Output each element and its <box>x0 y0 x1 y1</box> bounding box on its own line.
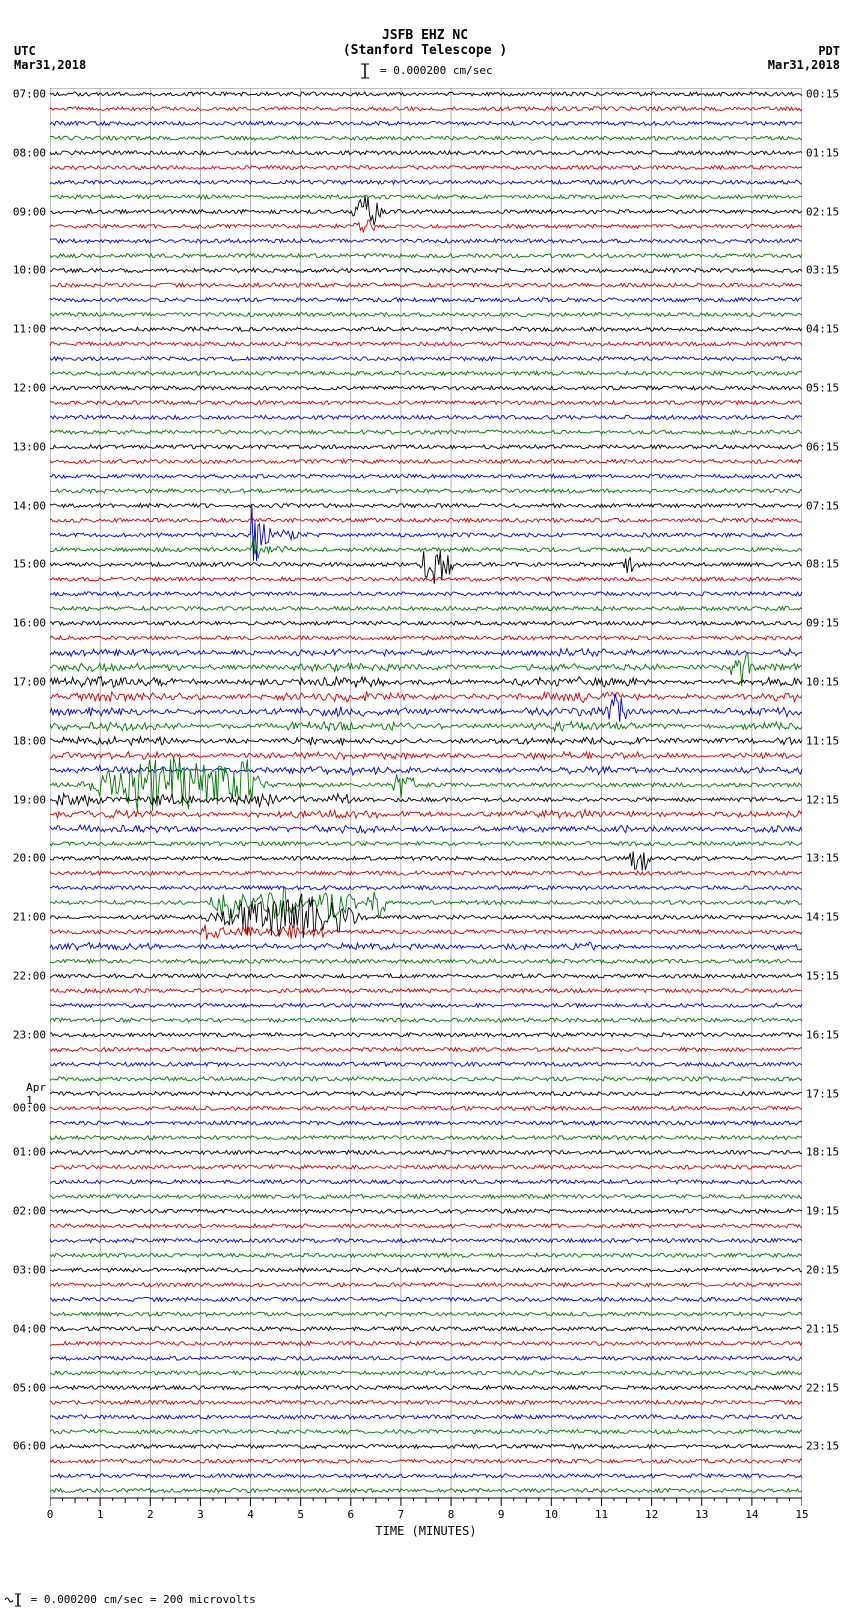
plot-traces <box>50 88 802 1558</box>
utc-time-label: 00:00 <box>13 1102 46 1115</box>
tz-right-label: PDT <box>818 44 840 58</box>
pdt-time-label: 01:15 <box>806 146 839 159</box>
pdt-time-label: 06:15 <box>806 440 839 453</box>
x-tick-label: 6 <box>347 1508 354 1521</box>
scale-indicator: = 0.000200 cm/sec <box>0 58 850 84</box>
station-title: JSFB EHZ NC <box>0 0 850 43</box>
pdt-time-label: 19:15 <box>806 1205 839 1218</box>
utc-time-label: 08:00 <box>13 146 46 159</box>
x-tick-label: 7 <box>398 1508 405 1521</box>
pdt-time-label: 21:15 <box>806 1322 839 1335</box>
utc-time-label: 02:00 <box>13 1205 46 1218</box>
footer-text: = 0.000200 cm/sec = 200 microvolts <box>31 1593 256 1606</box>
pdt-time-label: 11:15 <box>806 734 839 747</box>
x-tick-label: 10 <box>545 1508 558 1521</box>
pdt-time-label: 03:15 <box>806 264 839 277</box>
x-tick-label: 1 <box>97 1508 104 1521</box>
x-tick-label: 13 <box>695 1508 708 1521</box>
utc-time-label: 16:00 <box>13 617 46 630</box>
utc-time-label: 10:00 <box>13 264 46 277</box>
pdt-time-label: 15:15 <box>806 970 839 983</box>
utc-time-label: 12:00 <box>13 382 46 395</box>
x-tick-label: 8 <box>448 1508 455 1521</box>
utc-time-label: 19:00 <box>13 793 46 806</box>
utc-time-label: 20:00 <box>13 852 46 865</box>
pdt-time-label: 02:15 <box>806 205 839 218</box>
x-tick-label: 5 <box>297 1508 304 1521</box>
utc-time-label: 05:00 <box>13 1381 46 1394</box>
x-tick-label: 11 <box>595 1508 608 1521</box>
pdt-time-label: 09:15 <box>806 617 839 630</box>
x-tick-label: 0 <box>47 1508 54 1521</box>
utc-time-label: 07:00 <box>13 88 46 101</box>
utc-time-label: 13:00 <box>13 440 46 453</box>
scale-text: = 0.000200 cm/sec <box>380 64 493 77</box>
tz-left-label: UTC <box>14 44 36 58</box>
utc-time-label: 01:00 <box>13 1146 46 1159</box>
utc-time-label: 22:00 <box>13 970 46 983</box>
x-tick-label: 14 <box>745 1508 758 1521</box>
pdt-time-label: 00:15 <box>806 88 839 101</box>
seismogram-plot: 07:0008:0009:0010:0011:0012:0013:0014:00… <box>50 88 802 1558</box>
utc-time-label: 06:00 <box>13 1440 46 1453</box>
utc-time-label: 21:00 <box>13 911 46 924</box>
pdt-time-label: 05:15 <box>806 382 839 395</box>
pdt-time-label: 23:15 <box>806 1440 839 1453</box>
utc-time-label: 04:00 <box>13 1322 46 1335</box>
pdt-time-label: 07:15 <box>806 499 839 512</box>
utc-time-label: 15:00 <box>13 558 46 571</box>
pdt-time-label: 16:15 <box>806 1028 839 1041</box>
footer-scale: = 0.000200 cm/sec = 200 microvolts <box>4 1593 256 1607</box>
pdt-time-label: 10:15 <box>806 676 839 689</box>
utc-time-label: 17:00 <box>13 676 46 689</box>
pdt-time-label: 04:15 <box>806 323 839 336</box>
date-left-label: Mar31,2018 <box>14 58 86 72</box>
x-axis-title: TIME (MINUTES) <box>375 1524 476 1538</box>
station-subtitle: (Stanford Telescope ) <box>0 43 850 58</box>
x-tick-label: 15 <box>795 1508 808 1521</box>
utc-time-label: 23:00 <box>13 1028 46 1041</box>
pdt-time-label: 22:15 <box>806 1381 839 1394</box>
pdt-time-label: 17:15 <box>806 1087 839 1100</box>
utc-time-label: 03:00 <box>13 1264 46 1277</box>
utc-time-label: 18:00 <box>13 734 46 747</box>
x-tick-label: 2 <box>147 1508 154 1521</box>
pdt-time-label: 18:15 <box>806 1146 839 1159</box>
x-tick-label: 4 <box>247 1508 254 1521</box>
pdt-time-label: 14:15 <box>806 911 839 924</box>
date-right-label: Mar31,2018 <box>768 58 840 72</box>
x-tick-label: 9 <box>498 1508 505 1521</box>
utc-time-label: 09:00 <box>13 205 46 218</box>
pdt-time-label: 08:15 <box>806 558 839 571</box>
x-tick-label: 12 <box>645 1508 658 1521</box>
x-tick-label: 3 <box>197 1508 204 1521</box>
pdt-time-label: 12:15 <box>806 793 839 806</box>
pdt-time-label: 13:15 <box>806 852 839 865</box>
utc-time-label: 11:00 <box>13 323 46 336</box>
utc-time-label: 14:00 <box>13 499 46 512</box>
pdt-time-label: 20:15 <box>806 1264 839 1277</box>
